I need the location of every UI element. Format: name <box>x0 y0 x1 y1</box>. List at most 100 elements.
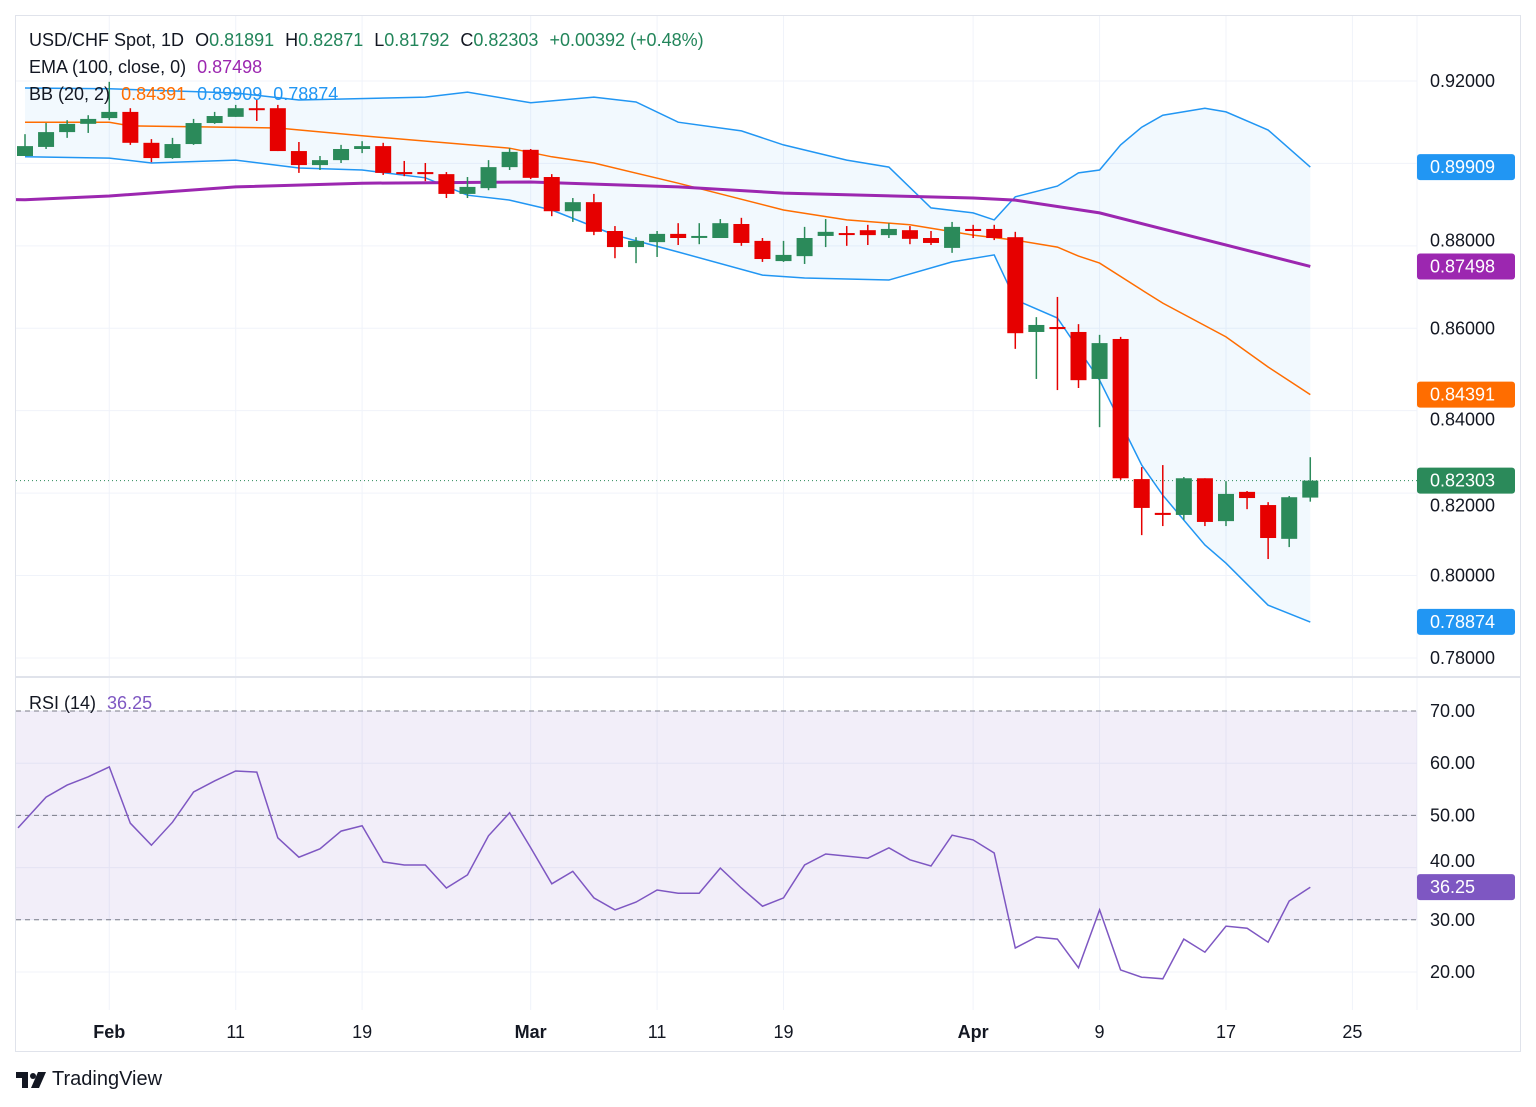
candle[interactable] <box>80 115 97 133</box>
candle[interactable] <box>775 240 792 262</box>
candle[interactable] <box>101 81 118 121</box>
candle[interactable] <box>1302 457 1319 502</box>
candle-body <box>649 233 666 243</box>
bb-upper-line[interactable] <box>24 87 1311 221</box>
candle[interactable] <box>1175 477 1192 520</box>
candle[interactable] <box>480 160 497 191</box>
candle[interactable] <box>375 142 392 175</box>
bb-upper-value: 0.89909 <box>197 84 263 104</box>
legend-rsi[interactable]: RSI (14) 36.25 <box>29 692 158 714</box>
candle[interactable] <box>1133 467 1150 536</box>
price-pane[interactable] <box>15 81 1417 623</box>
price-tick-label: 0.82000 <box>1430 496 1495 516</box>
candle[interactable] <box>649 231 666 257</box>
candle[interactable] <box>1260 502 1277 560</box>
candle[interactable] <box>501 148 518 171</box>
candle-body <box>396 172 413 175</box>
candle[interactable] <box>712 219 729 239</box>
rsi-pane[interactable] <box>16 710 1417 980</box>
candle[interactable] <box>1028 317 1045 379</box>
candle[interactable] <box>396 160 413 177</box>
bb-basis-line[interactable] <box>25 121 1311 396</box>
candle[interactable] <box>670 223 687 246</box>
candle[interactable] <box>354 141 371 154</box>
price-tick-label: 0.80000 <box>1430 566 1495 586</box>
candle[interactable] <box>564 198 581 222</box>
candle[interactable] <box>923 231 940 246</box>
candle[interactable] <box>1196 478 1213 527</box>
symbol-title[interactable]: USD/CHF Spot, 1D <box>29 30 185 50</box>
candle[interactable] <box>1112 336 1129 480</box>
bb-mid-value: 0.84391 <box>121 84 187 104</box>
candle-body <box>1133 479 1150 508</box>
candle[interactable] <box>438 172 455 199</box>
candle[interactable] <box>859 224 876 246</box>
candle[interactable] <box>206 111 223 124</box>
candle[interactable] <box>1091 334 1108 428</box>
candle[interactable] <box>122 108 139 145</box>
candle[interactable] <box>290 141 307 173</box>
candle[interactable] <box>227 104 244 117</box>
candle[interactable] <box>986 224 1003 241</box>
candle[interactable] <box>754 238 771 262</box>
bb-upper-tag: 0.89909 <box>1430 157 1495 177</box>
rsi-line[interactable] <box>17 765 1311 980</box>
candle[interactable] <box>965 224 982 239</box>
candle[interactable] <box>1281 495 1298 548</box>
candle[interactable] <box>733 217 750 246</box>
bb-lower-line[interactable] <box>24 156 1311 623</box>
candle[interactable] <box>269 104 286 152</box>
candle[interactable] <box>838 226 855 246</box>
candle[interactable] <box>585 193 602 236</box>
candle-body <box>712 223 729 239</box>
candle[interactable] <box>417 163 434 182</box>
change-value: +0.00392 (+0.48%) <box>549 30 704 50</box>
candle[interactable] <box>143 139 160 163</box>
candle[interactable] <box>796 226 813 264</box>
candle-body <box>375 146 392 173</box>
candle[interactable] <box>1007 231 1024 349</box>
candle[interactable] <box>1217 481 1234 527</box>
candle[interactable] <box>817 219 834 248</box>
candle[interactable] <box>880 223 897 239</box>
candle[interactable] <box>333 144 350 164</box>
bb-upper-tag-bg <box>1417 154 1515 181</box>
legend-ema[interactable]: EMA (100, close, 0) 0.87498 <box>29 56 268 78</box>
candle[interactable] <box>17 134 33 157</box>
candle[interactable] <box>543 174 560 217</box>
candle[interactable] <box>164 137 181 159</box>
candle[interactable] <box>59 120 76 138</box>
candle[interactable] <box>1049 296 1066 391</box>
time-tick-label: 11 <box>648 1022 667 1042</box>
candle[interactable] <box>311 156 328 171</box>
candle[interactable] <box>522 148 539 180</box>
low-label: L <box>374 30 385 50</box>
candle-body <box>248 108 265 111</box>
candle[interactable] <box>1154 465 1171 527</box>
rsi-tick-label: 60.00 <box>1430 753 1475 773</box>
candle-body <box>417 172 434 175</box>
candle[interactable] <box>691 223 708 245</box>
grid <box>16 16 1418 1010</box>
legend-bb[interactable]: BB (20, 2) 0.84391 0.89909 0.78874 <box>29 83 344 105</box>
tradingview-logo[interactable]: TradingView <box>16 1068 162 1091</box>
candle[interactable] <box>606 226 623 259</box>
candle-body <box>354 146 371 149</box>
candle[interactable] <box>459 177 476 199</box>
ema-line[interactable] <box>15 180 1311 268</box>
candle[interactable] <box>628 237 645 264</box>
price-tick-label: 0.88000 <box>1430 231 1495 251</box>
candle[interactable] <box>901 226 918 245</box>
close-value: 0.82303 <box>473 30 539 50</box>
candle[interactable] <box>248 99 265 121</box>
candle-body <box>691 235 708 238</box>
axes: 0.78000 0.80000 0.82000 0.84000 0.86000 0.880… <box>93 71 1495 1042</box>
candle[interactable] <box>944 221 961 253</box>
candle[interactable] <box>1070 324 1087 389</box>
candle[interactable] <box>185 118 202 145</box>
candle-body <box>1007 237 1024 334</box>
candle[interactable] <box>1239 491 1256 510</box>
rsi-tick-label: 40.00 <box>1430 851 1475 871</box>
candle[interactable] <box>38 123 55 149</box>
